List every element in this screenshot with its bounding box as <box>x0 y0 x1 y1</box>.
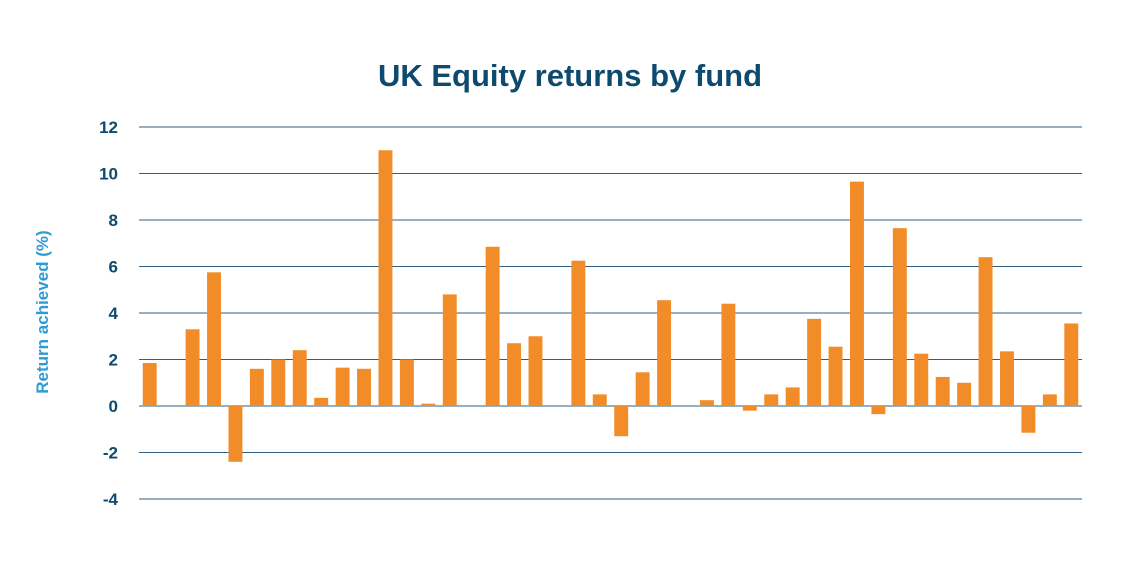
bar <box>314 397 329 406</box>
bar <box>421 403 436 406</box>
bar <box>871 406 886 415</box>
bar <box>978 257 993 406</box>
bar <box>1021 406 1036 433</box>
bar <box>185 329 200 406</box>
bar <box>699 400 714 406</box>
gridlines <box>139 126 1082 500</box>
bar <box>914 353 929 406</box>
bar <box>785 387 800 406</box>
y-tick-label: 2 <box>109 351 118 370</box>
bar <box>378 150 393 406</box>
bar <box>442 294 457 406</box>
y-tick-label: 0 <box>109 397 118 416</box>
bar <box>335 367 350 406</box>
bar <box>1042 394 1057 407</box>
bar <box>764 394 779 407</box>
bar <box>657 300 672 406</box>
y-tick-label: 6 <box>109 258 118 277</box>
bar <box>142 362 157 406</box>
bar <box>271 359 286 406</box>
y-tick-label: -2 <box>103 444 118 463</box>
bar <box>592 394 607 407</box>
bar <box>935 376 950 406</box>
bar <box>957 382 972 406</box>
bar <box>528 336 543 406</box>
bar <box>721 303 736 406</box>
bar <box>1000 351 1014 406</box>
y-tick-label: 12 <box>99 118 118 137</box>
bar <box>357 368 371 406</box>
bar <box>292 350 307 406</box>
bar <box>1064 323 1079 406</box>
y-axis-label: Return achieved (%) <box>33 230 52 393</box>
bar <box>892 228 907 406</box>
bar <box>742 406 757 411</box>
y-axis: 12 10 8 6 4 2 0 -2 -4 <box>99 118 118 509</box>
bar <box>485 246 500 406</box>
bar <box>828 346 843 406</box>
chart-title: UK Equity returns by fund <box>378 58 762 93</box>
y-tick-label: 4 <box>109 304 119 323</box>
bar <box>249 368 264 406</box>
bar <box>507 343 522 406</box>
y-tick-label: 8 <box>109 211 118 230</box>
bar <box>207 272 221 406</box>
y-tick-label: -4 <box>103 490 119 509</box>
bar <box>614 406 629 437</box>
bars <box>142 150 1079 462</box>
y-tick-label: 10 <box>99 165 118 184</box>
bar <box>571 260 586 406</box>
bar <box>399 359 414 406</box>
bar <box>635 372 650 406</box>
bar <box>807 318 822 406</box>
bar <box>850 181 864 406</box>
bar <box>228 406 243 462</box>
